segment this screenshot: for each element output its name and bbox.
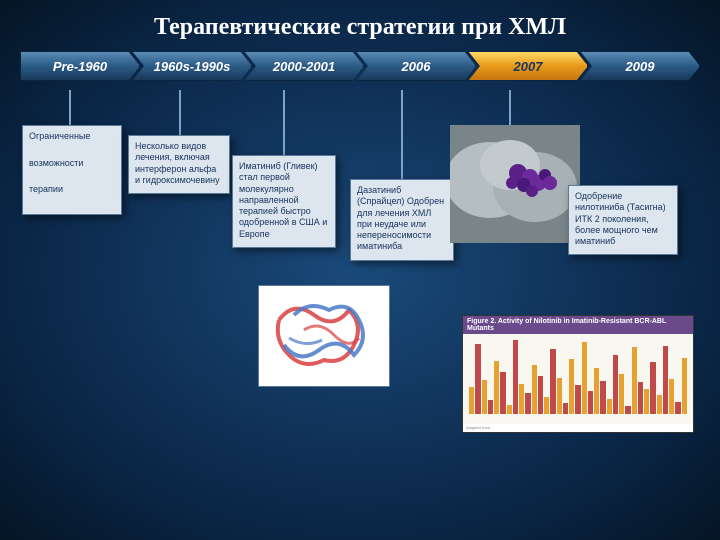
- page-title: Терапевтические стратегии при ХМЛ: [0, 0, 720, 51]
- chart-bar: [632, 347, 637, 414]
- chart-bar: [669, 379, 674, 414]
- card-text: возможности: [29, 158, 115, 169]
- chart-bar: [575, 385, 580, 414]
- chart-bar: [607, 399, 612, 414]
- chart-bar: [600, 381, 605, 414]
- chart-bar: [638, 382, 643, 414]
- chart-bar: [488, 400, 493, 414]
- chart-bar: [550, 349, 555, 414]
- chart-title: Figure 2. Activity of Nilotinib in Imati…: [463, 316, 693, 334]
- card-text: Иматиниб (Гливек) стал первой молекулярн…: [239, 161, 329, 240]
- nilotinib-activity-chart: Figure 2. Activity of Nilotinib in Imati…: [462, 315, 694, 433]
- chart-bar: [650, 362, 655, 414]
- molecule-ribbon-image: [258, 285, 390, 387]
- era-2000: 2000-2001: [244, 51, 364, 81]
- chart-bar: [675, 402, 680, 414]
- era-2006: 2006: [356, 51, 476, 81]
- chart-bar: [657, 395, 662, 414]
- chart-bar: [582, 342, 587, 414]
- cards-layer: Ограниченные возможности терапии Несколь…: [0, 125, 720, 425]
- card-2000: Иматиниб (Гливек) стал первой молекулярн…: [232, 155, 336, 248]
- card-pre1960: Ограниченные возможности терапии: [22, 125, 122, 215]
- card-text: Ограниченные: [29, 131, 115, 142]
- chart-bar: [494, 361, 499, 414]
- chart-bar: [625, 406, 630, 414]
- chart-bar: [544, 397, 549, 414]
- chart-bar: [475, 344, 480, 414]
- era-2007: 2007: [468, 51, 588, 81]
- chart-bar: [613, 355, 618, 414]
- chart-bar: [519, 384, 524, 414]
- card-2007: Одобрение нилотиниба (Тасигна) ИТК 2 пок…: [568, 185, 678, 255]
- chart-bar: [644, 389, 649, 414]
- card-text: терапии: [29, 184, 115, 195]
- chart-bar: [588, 391, 593, 414]
- chart-bar: [594, 368, 599, 414]
- chart-bar: [538, 376, 543, 414]
- chart-bars: [463, 334, 693, 424]
- era-1960s: 1960s-1990s: [132, 51, 252, 81]
- chart-bar: [569, 359, 574, 414]
- chart-footer: Adapted from...: [463, 424, 693, 432]
- card-text: Дазатиниб (Спрайцел) Одобрен для лечения…: [357, 185, 447, 253]
- chart-bar: [513, 340, 518, 414]
- protein-structure-image: [450, 125, 580, 243]
- card-1960s: Несколько видов лечения, включая интерфе…: [128, 135, 230, 194]
- chart-bar: [500, 372, 505, 414]
- card-2006: Дазатиниб (Спрайцел) Одобрен для лечения…: [350, 179, 454, 261]
- chart-bar: [482, 380, 487, 414]
- chart-bar: [532, 365, 537, 414]
- chart-bar: [563, 403, 568, 414]
- card-text: Несколько видов лечения, включая интерфе…: [135, 141, 223, 186]
- chart-bar: [525, 393, 530, 414]
- chart-bar: [619, 374, 624, 414]
- card-text: Одобрение нилотиниба (Тасигна) ИТК 2 пок…: [575, 191, 671, 247]
- era-pre1960: Pre-1960: [20, 51, 140, 81]
- chart-bar: [469, 387, 474, 414]
- chart-bar: [557, 378, 562, 414]
- era-2009: 2009: [580, 51, 700, 81]
- chart-bar: [663, 346, 668, 414]
- chart-bar: [507, 405, 512, 414]
- timeline: Pre-1960 1960s-1990s 2000-2001 2006 2007…: [0, 51, 720, 85]
- chart-bar: [682, 358, 687, 414]
